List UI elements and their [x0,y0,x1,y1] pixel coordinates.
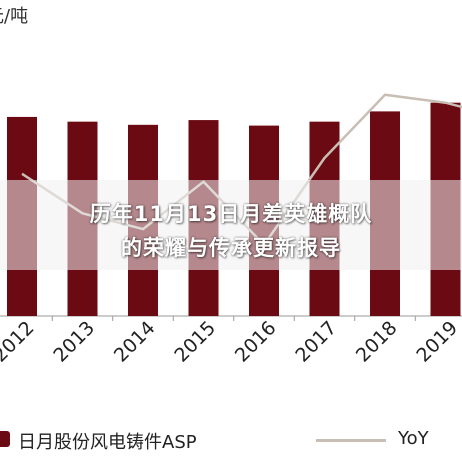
x-tick-label-2015: 2015 [170,317,220,367]
x-tick-label-2012: 2012 [0,317,39,367]
overlay-title-line1: 历年11月13日月差英雄概队 [89,202,373,226]
x-tick-label-2017: 2017 [291,317,341,367]
x-tick-label-2014: 2014 [110,317,160,367]
legend-swatch-asp [0,431,10,447]
x-axis-labels: 201220132014201520162017201820192020 [0,317,462,367]
legend-label-asp: 日月股份风电铸件ASP [18,432,197,453]
x-tick-label-2016: 2016 [231,317,281,367]
x-axis-ticks [51,316,416,321]
title-overlay-band [0,180,462,270]
x-tick-label-2013: 2013 [49,317,99,367]
y-axis-unit-label: 元/吨 [0,6,29,27]
x-tick-label-2018: 2018 [352,317,402,367]
legend: 日月股份风电铸件ASP YoY [0,422,462,462]
legend-line-yoy [316,439,386,442]
overlay-title-line2: 的荣耀与传承更新报导 [121,236,341,260]
legend-label-yoy: YoY [398,428,429,449]
x-tick-label-2019: 2019 [412,317,462,367]
